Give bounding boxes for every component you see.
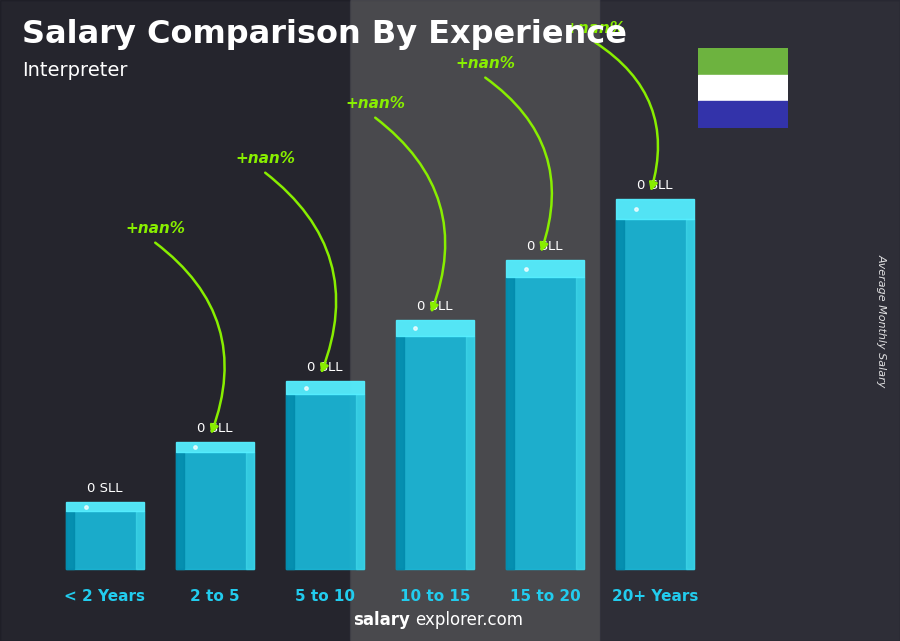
- Text: 10 to 15: 10 to 15: [400, 589, 470, 604]
- Bar: [698, 75, 788, 101]
- Bar: [176, 453, 254, 569]
- Text: Interpreter: Interpreter: [22, 61, 128, 80]
- Bar: [176, 442, 254, 453]
- Bar: [616, 219, 694, 569]
- Text: Average Monthly Salary: Average Monthly Salary: [877, 254, 887, 388]
- Bar: [698, 48, 788, 75]
- Bar: [506, 278, 584, 569]
- Text: +nan%: +nan%: [565, 21, 625, 36]
- Bar: [176, 453, 184, 569]
- Bar: [286, 394, 293, 569]
- Text: +nan%: +nan%: [345, 96, 405, 111]
- Bar: [247, 453, 254, 569]
- Bar: [616, 199, 694, 219]
- Bar: [286, 394, 364, 569]
- Bar: [0, 0, 350, 641]
- Text: < 2 Years: < 2 Years: [65, 589, 146, 604]
- Text: 0 SLL: 0 SLL: [87, 482, 122, 495]
- Text: +nan%: +nan%: [455, 56, 515, 71]
- Text: salary: salary: [353, 611, 410, 629]
- Bar: [506, 260, 584, 278]
- Text: 0 SLL: 0 SLL: [418, 301, 453, 313]
- Text: 0 SLL: 0 SLL: [197, 422, 233, 435]
- Text: 2 to 5: 2 to 5: [190, 589, 239, 604]
- Text: 5 to 10: 5 to 10: [295, 589, 355, 604]
- Text: 0 SLL: 0 SLL: [637, 179, 673, 192]
- Text: 15 to 20: 15 to 20: [509, 589, 580, 604]
- Bar: [356, 394, 364, 569]
- Bar: [396, 320, 474, 336]
- Bar: [396, 336, 474, 569]
- Bar: [136, 511, 144, 569]
- Text: +nan%: +nan%: [235, 151, 295, 166]
- Text: +nan%: +nan%: [125, 221, 185, 236]
- Bar: [616, 219, 624, 569]
- Bar: [466, 336, 474, 569]
- Text: Salary Comparison By Experience: Salary Comparison By Experience: [22, 19, 627, 50]
- Bar: [600, 0, 900, 641]
- Bar: [66, 511, 74, 569]
- Text: 20+ Years: 20+ Years: [612, 589, 698, 604]
- Bar: [576, 278, 584, 569]
- Bar: [66, 503, 144, 511]
- Text: explorer.com: explorer.com: [415, 611, 523, 629]
- Bar: [350, 0, 600, 641]
- Bar: [506, 278, 514, 569]
- Bar: [686, 219, 694, 569]
- Text: 0 SLL: 0 SLL: [307, 361, 343, 374]
- Bar: [698, 101, 788, 128]
- Bar: [286, 381, 364, 394]
- Bar: [396, 336, 404, 569]
- Bar: [66, 511, 144, 569]
- Text: 0 SLL: 0 SLL: [527, 240, 562, 253]
